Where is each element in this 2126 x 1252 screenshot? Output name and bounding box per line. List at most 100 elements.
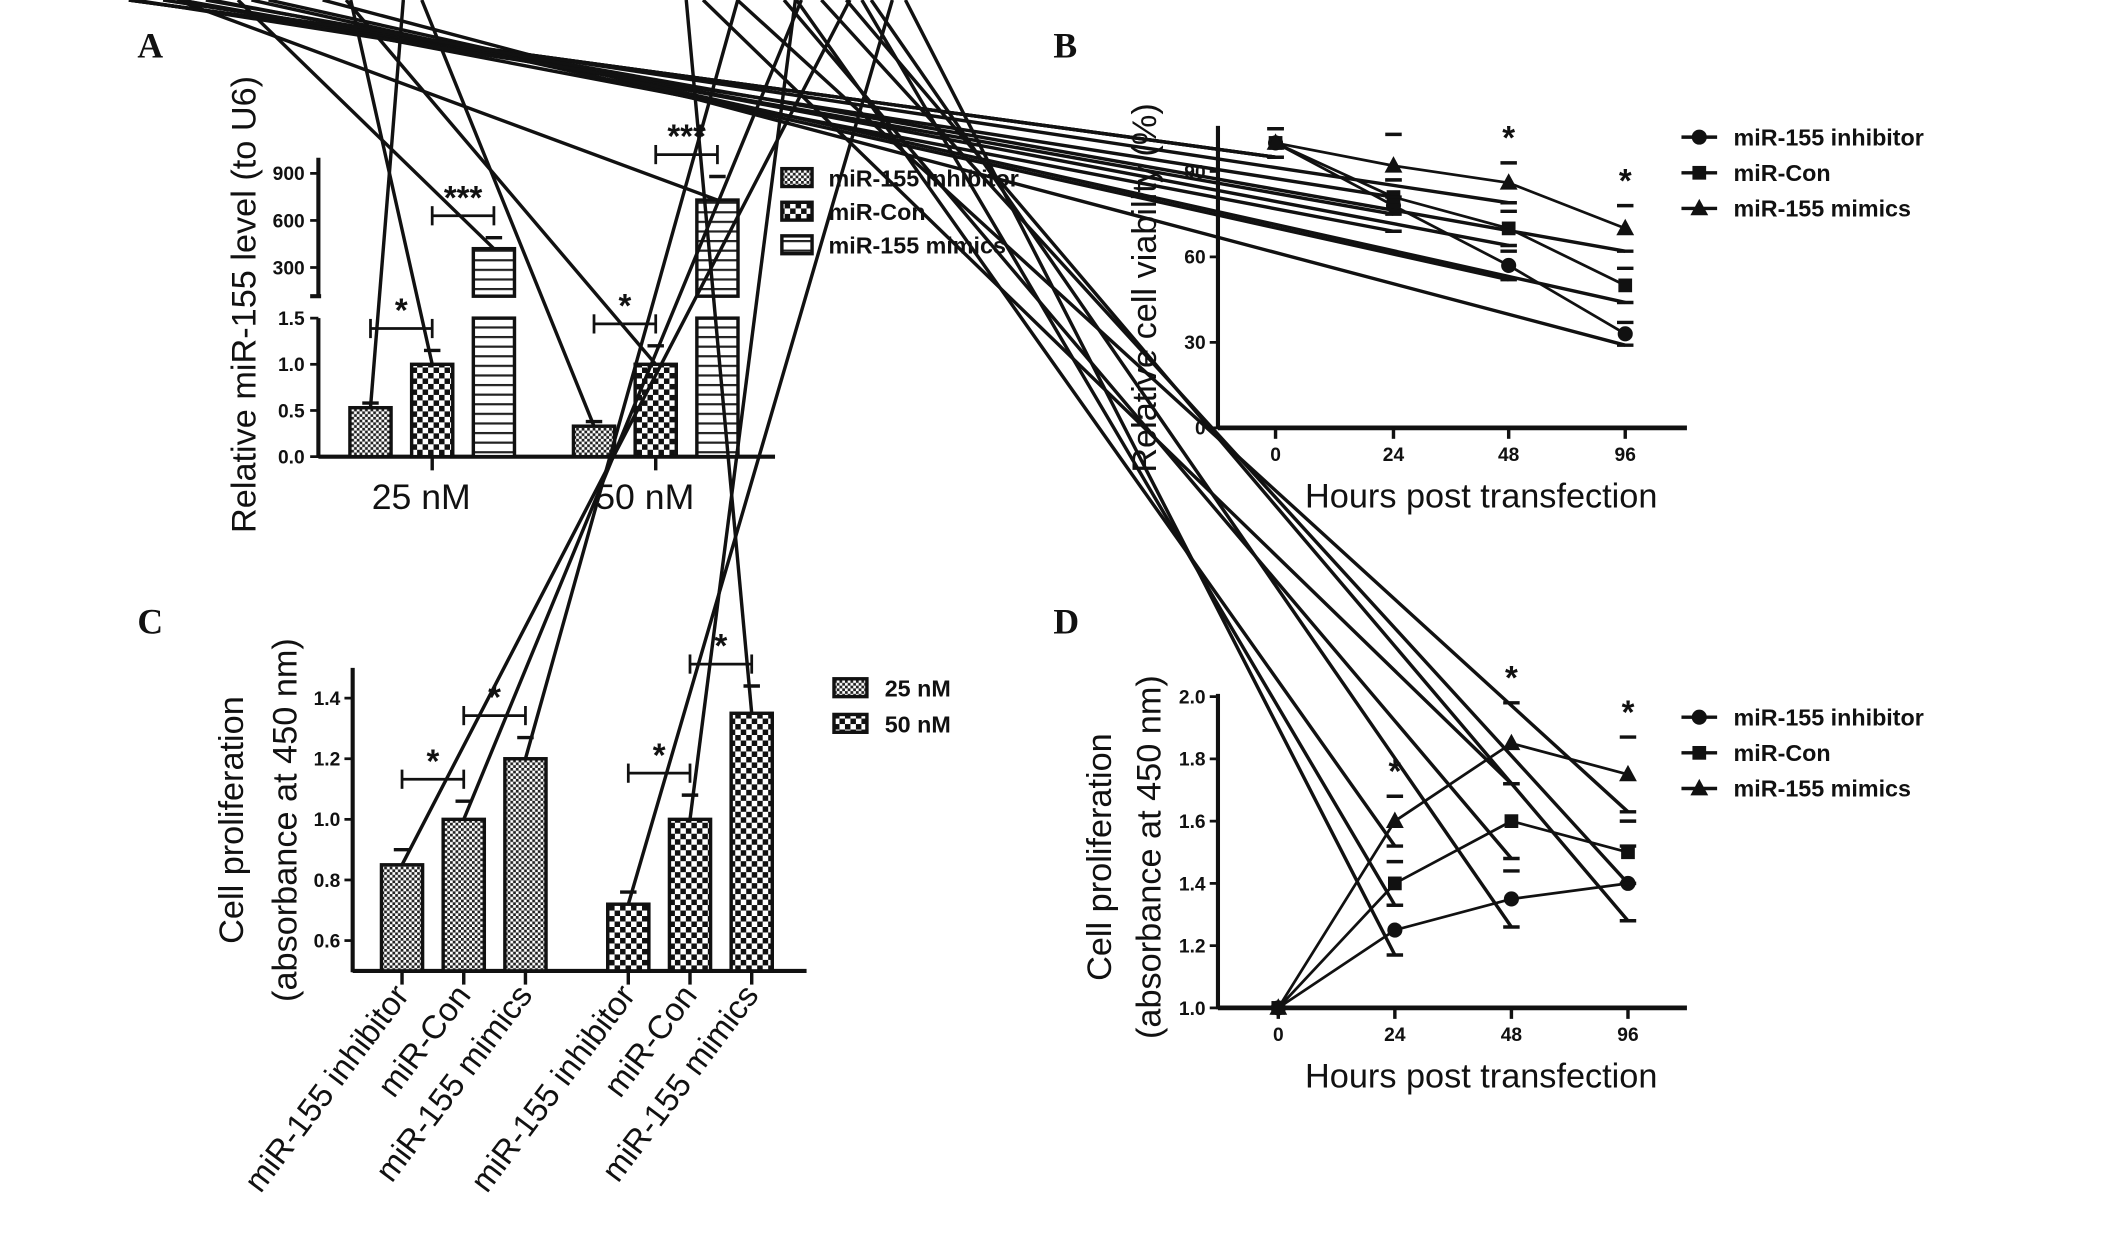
data-point: [1266, 133, 1285, 150]
bar: [471, 246, 517, 298]
2.5: [236, 0, 496, 250]
x-tick-label: 96: [1615, 445, 1636, 466]
series-line: [1277, 882, 1629, 1010]
2.5: [400, 0, 852, 866]
x-tick-label: 0: [1273, 1025, 1284, 1046]
y-axis-title-line1: Cell proliferation: [213, 696, 251, 944]
2.5: [820, 0, 1630, 885]
data-point: [1385, 811, 1404, 828]
y-tick-label: 60: [1184, 248, 1205, 269]
bar: [571, 424, 617, 459]
2.5: [869, 0, 1513, 928]
data-point: [1269, 998, 1288, 1015]
significance-bracket-label: *: [618, 287, 631, 324]
data-point: [1499, 173, 1518, 190]
y-tick-label: 1.0: [314, 810, 341, 831]
panel-d-cell-proliferation-lines: D 1.0 1.2 1.4 1.6 1.8 2.0 0 24 48 96 Hours post tra…: [701, 0, 1924, 1095]
panel-c-cell-proliferation-bars: C 0.6 0.8 1.0 1.2 1.4 Cell proliferation (absor…: [137, 0, 951, 1198]
series-line: [1277, 741, 1629, 1009]
x-tick-label: 24: [1383, 445, 1405, 466]
y-tick-label: 1.0: [1179, 999, 1206, 1020]
data-point: [1618, 278, 1633, 293]
series-line: [1274, 141, 1626, 287]
y-tick-label: 1.5: [278, 309, 305, 330]
2.5: [128, 0, 1276, 159]
2.5: [626, 0, 894, 905]
2.5: [684, 0, 754, 714]
y-axis-title-line2: (absorbance at 450 nm): [266, 638, 304, 1002]
y-tick-label: 300: [273, 258, 305, 279]
2.5: [176, 0, 719, 202]
2.5: [368, 0, 406, 408]
panel-a-relative-mir155-level: A 0.0 0.5 1.0 1.5 300 600 900 Relative miR-155 l…: [137, 0, 1019, 533]
y-tick-label: 2.0: [1179, 687, 1206, 708]
data-point: [1617, 326, 1633, 342]
series-line: [1277, 819, 1629, 1009]
data-point: [1501, 257, 1517, 273]
legend-marker: [1691, 709, 1707, 725]
y-tick-label: 1.6: [1179, 812, 1206, 833]
legend-marker: [1692, 165, 1707, 180]
2.5: [420, 0, 596, 427]
2.5: [344, 0, 658, 366]
significance-bracket-label: *: [395, 292, 408, 329]
panel-label: C: [137, 602, 163, 642]
significance-star: *: [1388, 753, 1401, 790]
2.5: [736, 0, 1630, 814]
legend-swatch: [780, 166, 814, 189]
legend-swatch: [780, 234, 814, 256]
data-point: [1619, 764, 1637, 782]
y-tick-label: 30: [1184, 333, 1205, 354]
y-axis-title-line1: Cell proliferation: [1081, 733, 1119, 981]
legend-label: miR-155 inhibitor: [1734, 704, 1924, 730]
legend-label: miR-Con: [1734, 160, 1831, 186]
y-tick-label: 1.2: [1179, 937, 1206, 958]
x-tick-label: 48: [1498, 445, 1520, 466]
y-tick-label: 1.4: [314, 689, 341, 710]
y-tick-label: 900: [273, 164, 305, 185]
panel-label: A: [137, 26, 163, 66]
2.5: [860, 0, 1397, 907]
bar: [441, 817, 487, 973]
y-tick-label: 600: [273, 211, 305, 232]
y-tick-label: 1.8: [1179, 750, 1206, 771]
series-line: [1275, 141, 1626, 230]
significance-bracket-label: ***: [444, 179, 483, 216]
x-tick-label: 96: [1617, 1025, 1638, 1046]
legend-label: miR-155 mimics: [1734, 776, 1911, 802]
legend-label: miR-155 mimics: [1734, 196, 1911, 222]
x-category-label: 25 nM: [372, 477, 471, 517]
legend-label: miR-Con: [829, 199, 926, 225]
y-tick-label: 1.2: [314, 750, 341, 771]
significance-star: *: [1502, 119, 1515, 156]
significance-bracket-label: *: [714, 627, 727, 664]
legend-swatch: [780, 200, 814, 222]
panel-label: D: [1053, 602, 1079, 642]
significance-star: *: [1622, 693, 1635, 730]
2.5: [523, 0, 740, 760]
bar: [503, 757, 548, 973]
bar: [667, 817, 713, 973]
data-point: [1503, 891, 1519, 907]
2.5: [205, 0, 1626, 253]
2.5: [688, 0, 798, 820]
2.5: [349, 0, 434, 365]
x-tick-label: 48: [1501, 1025, 1523, 1046]
legend-label: 25 nM: [885, 676, 951, 702]
data-point: [1504, 814, 1519, 828]
legend-marker: [1690, 198, 1709, 216]
legend-marker: [1690, 778, 1709, 796]
bar: [729, 711, 774, 973]
y-tick-label: 0.0: [278, 448, 305, 469]
y-tick-label: 0.8: [314, 871, 341, 892]
legend-marker: [1691, 129, 1707, 145]
legend-marker: [1692, 745, 1707, 760]
data-point: [1384, 156, 1403, 173]
significance-star: *: [1619, 162, 1632, 199]
x-tick-label: 0: [1270, 445, 1281, 466]
y-tick-label: 1.0: [278, 355, 305, 376]
bar: [409, 362, 455, 459]
significance-bracket-label: *: [426, 742, 439, 779]
y-tick-label: 1.4: [1179, 874, 1206, 895]
